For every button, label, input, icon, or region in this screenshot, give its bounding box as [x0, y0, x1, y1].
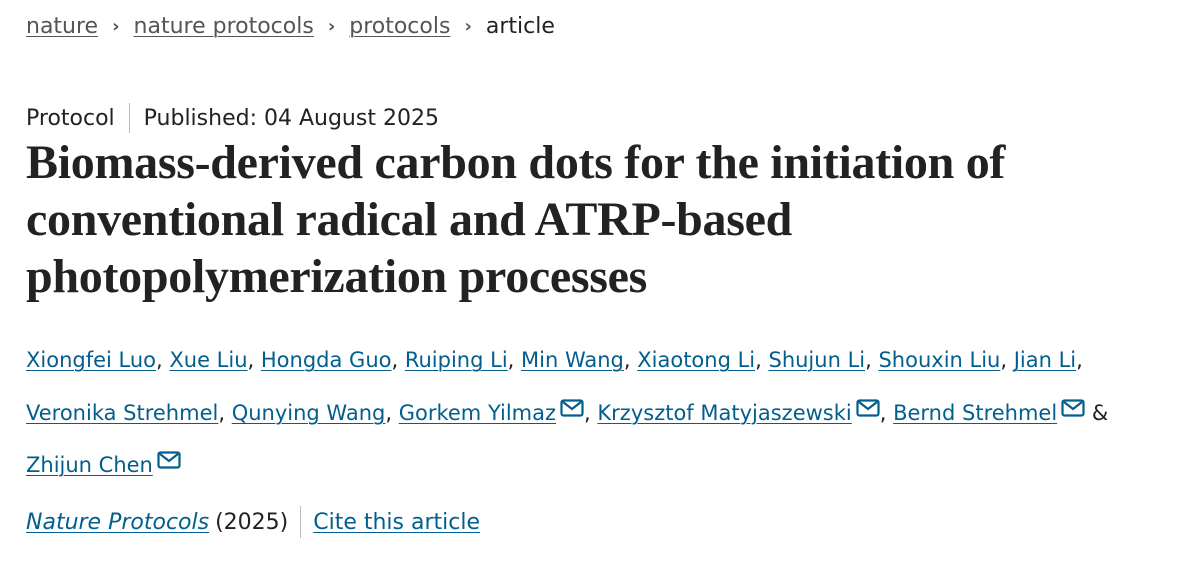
author-item: Veronika Strehmel: [26, 401, 218, 425]
citation-line: Nature Protocols (2025) Cite this articl…: [26, 506, 480, 538]
article-meta: Protocol Published: 04 August 2025: [26, 103, 439, 133]
author-link[interactable]: Min Wang: [521, 348, 624, 372]
mail-icon[interactable]: [157, 438, 181, 488]
published-date: Published: 04 August 2025: [143, 105, 439, 131]
author-item: Xiongfei Luo: [26, 348, 156, 372]
author-link[interactable]: Ruiping Li: [404, 348, 508, 372]
divider: [128, 103, 130, 133]
author-link[interactable]: Xiongfei Luo: [26, 348, 157, 372]
breadcrumb-nature[interactable]: nature: [26, 14, 99, 39]
author-link[interactable]: Hongda Guo: [260, 348, 392, 372]
author-item: Hongda Guo: [261, 348, 392, 372]
author-link[interactable]: Jian Li: [1013, 348, 1077, 372]
author-item: Shouxin Liu: [878, 348, 1000, 372]
author-item: Jian Li: [1014, 348, 1076, 372]
author-item: Gorkem Yilmaz: [398, 398, 584, 425]
author-link[interactable]: Gorkem Yilmaz: [398, 400, 557, 425]
author-item: Ruiping Li: [405, 348, 508, 372]
breadcrumb: nature › nature protocols › protocols › …: [26, 14, 555, 39]
breadcrumb-current: article: [485, 14, 555, 39]
mail-icon[interactable]: [1061, 386, 1085, 436]
author-link[interactable]: Shouxin Liu: [878, 348, 1001, 372]
author-item: Krzysztof Matyjaszewski: [597, 398, 880, 425]
author-item: Bernd Strehmel: [893, 398, 1085, 425]
article-type: Protocol: [26, 105, 115, 131]
journal-name: Nature Protocols: [26, 509, 210, 535]
chevron-right-icon: ›: [112, 16, 120, 37]
author-item: Xue Liu: [169, 348, 247, 372]
cite-this-article-link[interactable]: Cite this article: [313, 509, 481, 535]
author-item: Zhijun Chen: [26, 451, 181, 477]
chevron-right-icon: ›: [327, 16, 336, 37]
author-item: Shujun Li: [768, 348, 865, 372]
author-link[interactable]: Xiaotong Li: [637, 348, 756, 372]
author-item: Xiaotong Li: [637, 348, 755, 372]
mail-icon[interactable]: [856, 386, 880, 436]
author-link[interactable]: Xue Liu: [169, 348, 248, 372]
author-link[interactable]: Veronika Strehmel: [26, 400, 219, 425]
author-item: Qunying Wang: [232, 401, 386, 425]
mail-icon[interactable]: [560, 386, 584, 436]
author-link[interactable]: Zhijun Chen: [26, 453, 153, 477]
page-title: Biomass-derived carbon dots for the init…: [26, 136, 1006, 303]
author-item: Min Wang: [521, 348, 624, 372]
year: (2025): [215, 509, 289, 535]
divider: [300, 506, 302, 538]
author-link[interactable]: Bernd Strehmel: [893, 400, 1058, 425]
author-link[interactable]: Shujun Li: [768, 348, 866, 372]
author-link[interactable]: Qunying Wang: [231, 400, 386, 425]
chevron-right-icon: ›: [464, 16, 472, 37]
breadcrumb-protocols[interactable]: protocols: [349, 14, 451, 39]
author-link[interactable]: Krzysztof Matyjaszewski: [597, 400, 852, 425]
author-list: Xiongfei Luo, Xue Liu, Hongda Guo, Ruipi…: [26, 336, 1176, 491]
breadcrumb-nature-protocols[interactable]: nature protocols: [133, 14, 314, 39]
journal-link[interactable]: Nature Protocols: [26, 510, 209, 535]
